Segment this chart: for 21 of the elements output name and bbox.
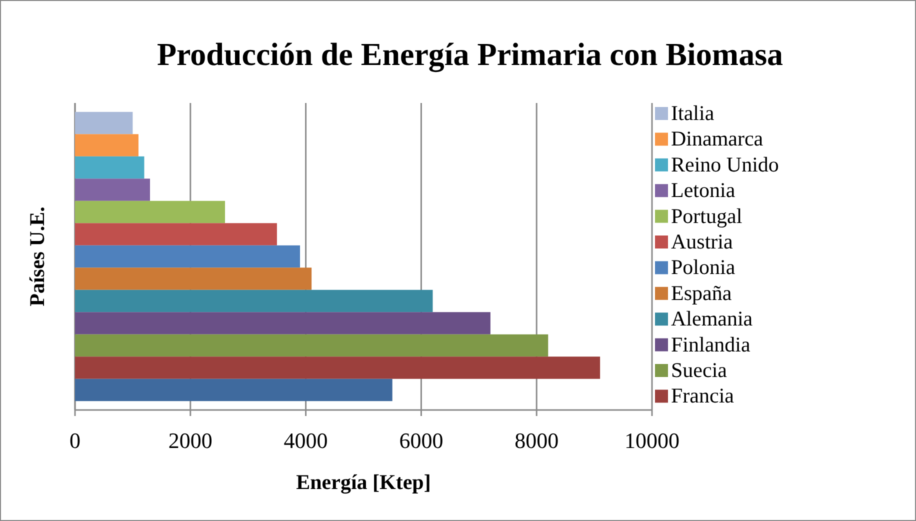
legend-label: Reino Unido [671, 152, 779, 176]
legend-label: Portugal [671, 204, 742, 228]
legend-label: Austria [671, 230, 734, 254]
legend-label: Polonia [671, 255, 736, 280]
legend-label: Letonia [671, 178, 736, 202]
y-axis-title: Países U.E. [25, 206, 49, 306]
x-tick-label: 10000 [624, 428, 680, 453]
x-tick-label: 6000 [399, 428, 444, 453]
legend-label: España [671, 280, 732, 305]
legend-label: Dinamarca [671, 126, 764, 151]
legend-label: Italia [671, 101, 715, 125]
legend-label: Alemania [671, 306, 754, 331]
x-axis-title: Energía [Ktep] [296, 470, 431, 494]
x-tick-label: 4000 [284, 428, 328, 453]
x-tick-label: 8000 [514, 428, 559, 453]
x-tick-label: 0 [70, 428, 80, 453]
legend-label: Francia [671, 384, 735, 408]
legend-label: Suecia [671, 358, 728, 382]
legend-label: Finlandia [671, 332, 752, 356]
x-tick-label: 2000 [168, 428, 212, 453]
chart-title: Producción de Energía Primaria con Biomasa [156, 36, 784, 73]
